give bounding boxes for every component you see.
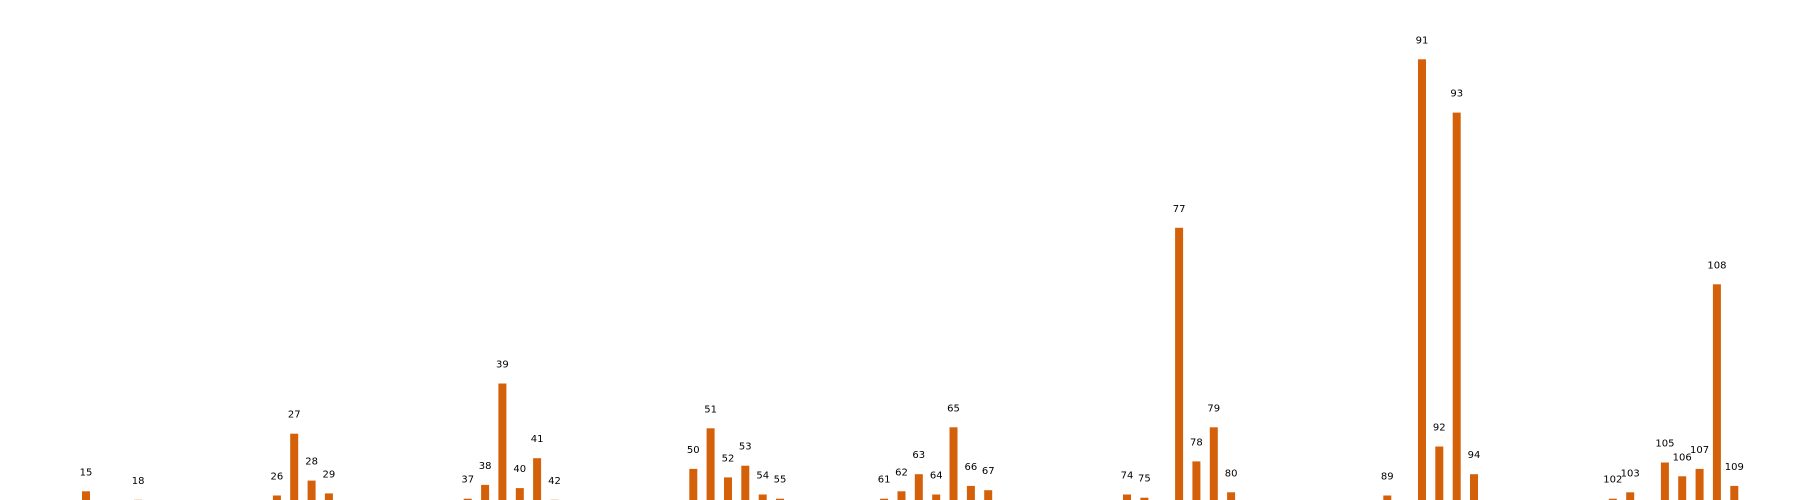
bars-group xyxy=(82,59,1739,500)
bar-94 xyxy=(1470,474,1478,500)
bar-label-75: 75 xyxy=(1138,474,1151,485)
bar-37 xyxy=(463,498,472,500)
bar-label-42: 42 xyxy=(548,476,561,487)
bar-label-74: 74 xyxy=(1121,471,1134,482)
bar-28 xyxy=(307,480,316,500)
bar-label-15: 15 xyxy=(80,467,93,478)
bar-65 xyxy=(949,427,958,500)
bar-61 xyxy=(880,498,889,500)
bar-74 xyxy=(1123,494,1131,500)
bar-label-93: 93 xyxy=(1450,89,1463,100)
bar-67 xyxy=(984,490,993,500)
bar-label-108: 108 xyxy=(1707,260,1726,271)
bar-109 xyxy=(1730,485,1739,500)
bar-107 xyxy=(1695,468,1704,500)
bar-label-28: 28 xyxy=(305,457,318,468)
bar-75 xyxy=(1140,497,1149,500)
bar-52 xyxy=(724,477,732,500)
bar-29 xyxy=(324,493,333,500)
bar-77 xyxy=(1175,227,1184,500)
bar-label-18: 18 xyxy=(132,476,145,487)
bar-label-107: 107 xyxy=(1690,445,1709,456)
bar-106 xyxy=(1678,476,1687,500)
bar-label-78: 78 xyxy=(1190,437,1203,448)
bar-78 xyxy=(1192,461,1201,500)
bar-label-65: 65 xyxy=(947,403,960,414)
bar-54 xyxy=(758,494,767,500)
bar-15 xyxy=(82,491,90,500)
bar-label-106: 106 xyxy=(1673,452,1692,463)
bar-103 xyxy=(1626,492,1635,500)
bar-label-37: 37 xyxy=(461,475,474,486)
bar-26 xyxy=(272,495,281,500)
bar-label-67: 67 xyxy=(982,466,995,477)
bar-50 xyxy=(689,468,698,500)
bar-66 xyxy=(966,485,975,500)
bar-55 xyxy=(776,498,784,500)
bar-label-77: 77 xyxy=(1173,204,1186,215)
bar-label-29: 29 xyxy=(323,469,336,480)
bar-label-66: 66 xyxy=(965,462,978,473)
bar-label-39: 39 xyxy=(496,360,509,371)
bar-label-55: 55 xyxy=(774,475,787,486)
bar-102 xyxy=(1608,498,1617,500)
bar-label-41: 41 xyxy=(531,434,544,445)
bar-label-38: 38 xyxy=(479,461,492,472)
bar-label-103: 103 xyxy=(1621,468,1640,479)
bar-53 xyxy=(741,465,750,500)
bar-64 xyxy=(932,494,941,500)
bar-89 xyxy=(1383,495,1392,500)
bar-label-40: 40 xyxy=(513,464,526,475)
bar-27 xyxy=(290,433,299,500)
bar-label-105: 105 xyxy=(1655,439,1674,450)
bar-label-80: 80 xyxy=(1225,468,1238,479)
bar-label-79: 79 xyxy=(1207,403,1220,414)
bar-label-50: 50 xyxy=(687,445,700,456)
bar-79 xyxy=(1209,427,1218,500)
bar-80 xyxy=(1227,492,1236,500)
bar-label-61: 61 xyxy=(878,475,891,486)
bar-label-54: 54 xyxy=(756,471,769,482)
bar-41 xyxy=(533,458,542,500)
bar-51 xyxy=(706,428,715,500)
bar-63 xyxy=(914,474,923,500)
bar-40 xyxy=(515,488,524,500)
bar-label-92: 92 xyxy=(1433,423,1446,434)
bar-92 xyxy=(1435,446,1444,500)
bar-label-51: 51 xyxy=(704,404,717,415)
bar-label-62: 62 xyxy=(895,467,908,478)
bar-label-94: 94 xyxy=(1468,450,1481,461)
bar-label-52: 52 xyxy=(722,453,735,464)
bar-label-64: 64 xyxy=(930,471,943,482)
bar-91 xyxy=(1418,59,1426,500)
bar-108 xyxy=(1712,284,1721,500)
bar-label-102: 102 xyxy=(1603,475,1622,486)
labels-group: 15 18 26 27 28 29 37 38 39 40 41 42 50 51 52 53 54 55 61 62… xyxy=(80,35,1744,487)
bar-label-63: 63 xyxy=(912,450,925,461)
bar-39 xyxy=(498,383,507,500)
bar-93 xyxy=(1452,112,1461,500)
bar-62 xyxy=(897,491,906,500)
bar-label-27: 27 xyxy=(288,410,301,421)
bar-label-109: 109 xyxy=(1725,462,1744,473)
bar-38 xyxy=(481,484,490,500)
bar-105 xyxy=(1660,462,1669,500)
bar-label-91: 91 xyxy=(1416,35,1429,46)
bar-label-89: 89 xyxy=(1381,472,1394,483)
bar-label-26: 26 xyxy=(271,472,284,483)
bar-label-53: 53 xyxy=(739,442,752,453)
